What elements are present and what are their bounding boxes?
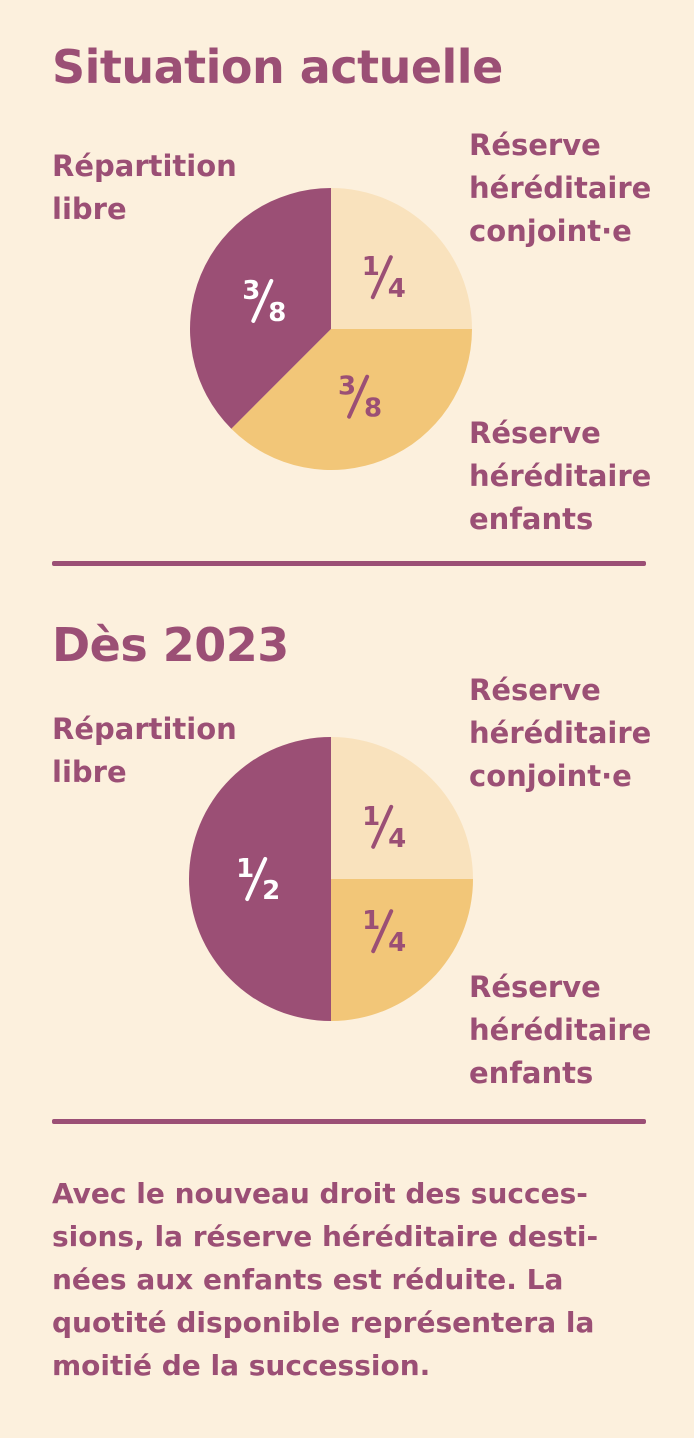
slice-label-numerator: 1	[236, 854, 254, 884]
slice-label-denominator: 8	[268, 298, 286, 328]
slice-label-fraction-bar	[370, 255, 393, 300]
slice-label-numerator: 3	[242, 276, 260, 306]
pie-slice-label: 38	[242, 276, 286, 328]
label-reserve-conjoint: Réserve héréditaire conjoint·e	[469, 128, 652, 248]
explanation-paragraph: Avec le nouveau droit des succes­sions, …	[52, 1177, 599, 1382]
slice-label-fraction-bar	[245, 857, 268, 901]
pie-slice-reserve-hereditaire-enfants	[331, 879, 473, 1021]
pie-slice-label: 14	[362, 252, 406, 304]
slice-label-numerator: 1	[362, 252, 380, 282]
section-divider	[52, 561, 646, 566]
label-reserve-enfants: Réserve héréditaire enfants	[469, 416, 652, 536]
pie-slice-reserve-hereditaire-conjoint-e	[331, 188, 472, 329]
pie-slice-repartition-libre	[189, 737, 331, 1021]
pie-slice-reserve-hereditaire-enfants	[231, 329, 472, 470]
slice-label-denominator: 8	[364, 394, 382, 424]
label-reserve-enfants: Réserve héréditaire enfants	[469, 970, 652, 1090]
slice-label-numerator: 1	[362, 802, 380, 832]
pie-slice-label: 12	[236, 854, 280, 906]
slice-label-numerator: 1	[362, 906, 380, 936]
pie-slice-label: 14	[362, 906, 406, 958]
pie-slice-reserve-hereditaire-conjoint-e	[331, 737, 473, 879]
slice-label-denominator: 4	[388, 824, 406, 854]
slice-label-denominator: 4	[388, 928, 406, 958]
slice-label-denominator: 4	[388, 274, 406, 304]
slice-label-numerator: 3	[338, 372, 356, 402]
pie-slice-label: 14	[362, 802, 406, 854]
slice-label-fraction-bar	[371, 909, 394, 954]
slice-label-fraction-bar	[371, 804, 394, 849]
slice-label-denominator: 2	[262, 876, 280, 906]
section-title-des-2023: Dès 2023	[52, 618, 289, 672]
slice-label-fraction-bar	[347, 374, 370, 419]
label-repartition-libre: Répartition libre	[52, 712, 237, 789]
section-title-situation-actuelle: Situation actuelle	[52, 40, 503, 94]
pie-slice-label: 38	[338, 372, 382, 424]
section-divider	[52, 1119, 646, 1124]
label-repartition-libre: Répartition libre	[52, 149, 237, 226]
slice-label-fraction-bar	[251, 278, 274, 323]
label-reserve-conjoint: Réserve héréditaire conjoint·e	[469, 673, 652, 793]
